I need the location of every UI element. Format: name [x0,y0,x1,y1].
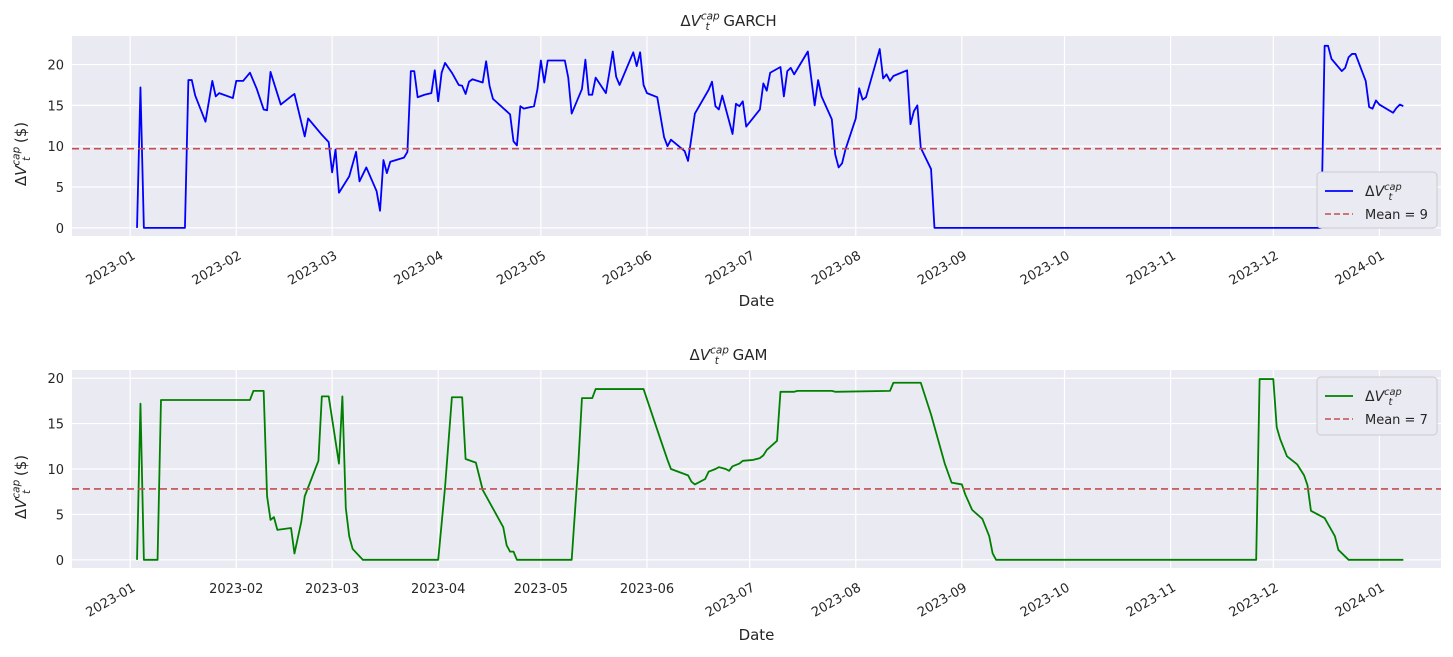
x-tick-label: 2023-09 [915,248,970,288]
y-tick-label: 10 [47,140,64,155]
x-tick-label: 2023-08 [809,580,864,620]
x-tick-label: 2023-09 [915,580,970,620]
x-tick-label: 2023-06 [620,582,674,597]
x-tick-label: 2023-05 [494,248,549,288]
x-tick-label: 2023-02 [190,248,245,288]
x-tick-label: 2024-01 [1333,248,1388,288]
y-tick-label: 15 [47,99,64,114]
x-tick-label: 2023-11 [1124,580,1179,620]
y-tick-label: 15 [47,418,64,433]
x-tick-label: 2023-04 [392,248,447,288]
x-tick-label: 2023-03 [305,582,359,597]
chart-panel-2: 2023-01 2023-02 2023-03 2023-04 2023-05 2023-… [11,345,1441,644]
plot-area [72,36,1441,236]
x-tick-label: 2023-07 [703,580,758,620]
x-tick-label: 2023-01 [84,248,139,288]
series-line [136,44,1404,229]
chart-panel-1: 2023-01 2023-02 2023-03 2023-04 2023-05 2023-… [11,11,1441,310]
x-tick-label: 2023-02 [209,582,263,597]
legend-label-series: ΔVcap t [1365,387,1402,408]
x-tick-label: 2023-08 [809,248,864,288]
x-tick-label: 2023-05 [514,582,568,597]
x-tick-label: 2023-01 [84,580,139,620]
legend: ΔVcap t Mean = 9 [1316,171,1438,229]
series-line [136,378,1404,561]
y-tick-label: 0 [56,554,64,569]
x-tick-label: 2023-11 [1124,248,1179,288]
x-tick-label: 2023-03 [286,248,341,288]
x-axis-label: Date [739,292,775,310]
x-tick-label: 2023-10 [1018,580,1073,620]
y-axis-label: ΔVcapt ($) [11,455,34,519]
x-tick-label: 2023-07 [703,248,758,288]
chart-title: ΔVcap t GARCH [680,11,776,34]
x-tick-label: 2023-04 [411,582,465,597]
y-tick-label: 20 [47,59,64,74]
legend-label-mean: Mean = 9 [1365,208,1428,223]
legend: ΔVcap t Mean = 7 [1316,376,1438,436]
x-tick-label: 2023-12 [1227,248,1282,288]
y-tick-label: 10 [47,463,64,478]
y-axis-label: ΔVcapt ($) [11,122,34,186]
x-axis-label: Date [739,626,775,644]
y-tick-label: 20 [47,372,64,387]
y-tick-label: 0 [56,222,64,237]
x-tick-label: 2024-01 [1333,580,1388,620]
y-tick-label: 5 [56,181,64,196]
legend-label-mean: Mean = 7 [1365,413,1428,428]
x-tick-label: 2023-12 [1227,580,1282,620]
y-tick-label: 5 [56,508,64,523]
x-tick-label: 2023-06 [600,248,655,288]
x-tick-label: 2023-10 [1018,248,1073,288]
chart-title: ΔVcap t GAM [690,345,768,368]
legend-label-series: ΔVcap t [1365,182,1402,203]
